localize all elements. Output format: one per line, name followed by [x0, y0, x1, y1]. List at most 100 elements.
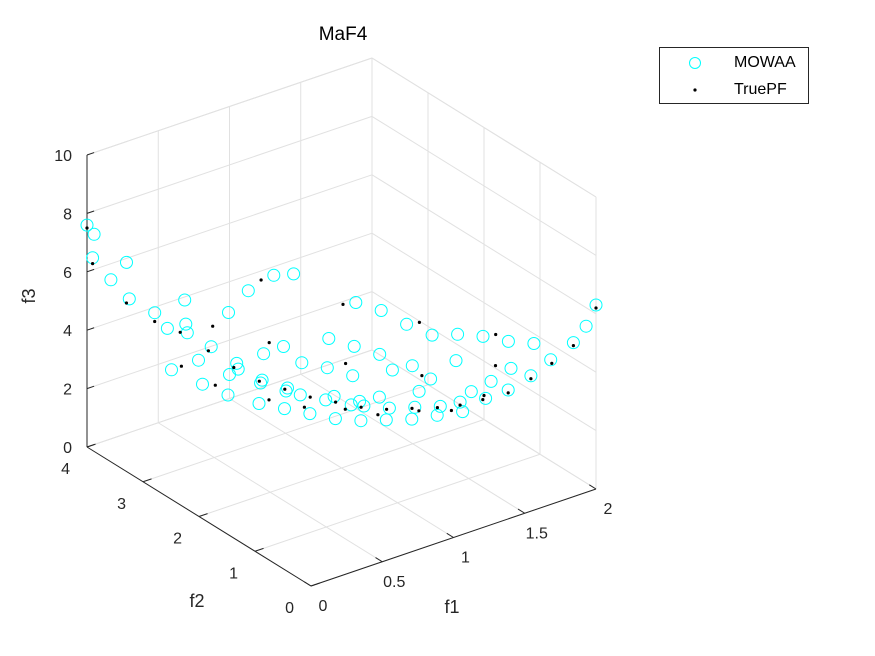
y-tick-label: 3: [117, 496, 126, 513]
z-tick-label: 4: [63, 323, 72, 340]
mowaa-point: [451, 327, 465, 341]
mowaa-point: [405, 412, 419, 426]
mowaa-point: [223, 368, 236, 381]
mowaa-point: [278, 402, 291, 416]
mowaa-point: [179, 317, 193, 331]
mowaa-point: [544, 353, 558, 367]
x-tick-label: 0.5: [383, 574, 405, 591]
mowaa-point: [372, 390, 386, 404]
y-axis-label: f2: [189, 591, 204, 611]
truepf-point: [283, 387, 287, 391]
mowaa-point: [204, 340, 218, 354]
mowaa-point: [385, 363, 399, 377]
x-tick-mark: [304, 581, 312, 587]
grid-line: [371, 291, 597, 432]
truepf-point: [334, 400, 338, 404]
truepf-point: [359, 405, 363, 409]
truepf-point: [482, 393, 486, 398]
mowaa-point: [221, 388, 235, 402]
z-tick-label: 10: [54, 148, 72, 165]
grid-line: [86, 349, 373, 448]
mowaa-point: [501, 334, 515, 348]
z-tick-mark: [86, 385, 95, 390]
truepf-point: [257, 379, 261, 383]
z-tick-mark: [86, 268, 95, 273]
x-tick-label: 0: [319, 598, 328, 615]
mowaa-point: [257, 347, 271, 361]
mowaa-point: [178, 293, 192, 307]
box-edge: [371, 57, 597, 198]
mowaa-point: [589, 298, 603, 312]
mowaa-point: [524, 369, 538, 383]
mowaa-point: [374, 304, 388, 317]
z-tick-mark: [86, 210, 95, 214]
mowaa-point: [255, 373, 269, 387]
truepf-point: [571, 344, 576, 348]
circle-marker-icon: [689, 57, 701, 69]
truepf-point: [91, 262, 95, 266]
grid-line: [142, 384, 429, 483]
truepf-point: [550, 361, 554, 365]
mowaa-point: [479, 391, 493, 405]
truepf-point: [420, 374, 424, 378]
mowaa-point: [501, 383, 515, 397]
legend-label-truepf: TruePF: [734, 81, 787, 98]
mowaa-point: [464, 385, 478, 399]
z-tick-mark: [86, 152, 95, 156]
axis-layer: [86, 152, 597, 587]
z-tick-label: 0: [63, 440, 72, 457]
z-tick-label: 2: [63, 382, 72, 399]
mowaa-point: [566, 336, 580, 350]
grid-line: [198, 419, 485, 517]
grid-line: [371, 115, 597, 256]
truepf-point: [85, 226, 89, 230]
mowaa-point: [449, 354, 463, 368]
legend: MOWAA TruePF: [659, 47, 809, 104]
mowaa-point: [579, 319, 593, 333]
mowaa-point: [433, 399, 447, 413]
truepf-point: [153, 319, 157, 324]
mowaa-point: [192, 353, 205, 367]
z-tick-mark: [86, 444, 95, 448]
truepf-point: [410, 406, 414, 410]
grid-line: [86, 232, 373, 331]
grid-line: [371, 174, 597, 315]
mowaa-point: [241, 284, 255, 298]
z-tick-label: 8: [63, 206, 72, 223]
mowaa-point: [104, 273, 118, 287]
mowaa-point: [303, 407, 317, 421]
mowaa-point: [320, 361, 334, 375]
mowaa-point: [412, 384, 426, 398]
mowaa-point: [196, 377, 209, 391]
mowaa-point: [408, 400, 422, 414]
truepf-point: [179, 364, 183, 368]
mowaa-point: [230, 356, 244, 370]
truepf-point: [211, 324, 215, 328]
legend-entry-mowaa: MOWAA: [660, 51, 808, 75]
mowaa-point: [527, 337, 541, 350]
mowaa-point: [165, 363, 178, 377]
mowaa-point: [279, 384, 293, 398]
truepf-point: [259, 278, 263, 282]
grid-line: [86, 174, 373, 273]
truepf-point: [308, 395, 312, 399]
mowaa-point: [484, 374, 498, 388]
truepf-point: [493, 364, 498, 368]
mowaa-point: [328, 412, 342, 426]
mowaa-point: [293, 388, 307, 402]
y-tick-mark: [142, 478, 152, 483]
truepf-point: [458, 403, 462, 407]
mowaa-point: [373, 347, 387, 361]
mowaa-point: [379, 413, 393, 427]
mowaa-point: [430, 408, 444, 422]
mowaa-point: [148, 306, 162, 320]
truepf-point: [494, 332, 498, 337]
truepf-point: [376, 413, 380, 417]
y-tick-label: 1: [229, 565, 238, 582]
mowaa-point: [120, 255, 133, 269]
mowaa-point: [322, 332, 336, 345]
mowaa-point: [267, 268, 281, 282]
x-tick-mark: [446, 532, 454, 538]
mowaa-point: [344, 398, 358, 412]
truepf-point: [206, 349, 210, 353]
